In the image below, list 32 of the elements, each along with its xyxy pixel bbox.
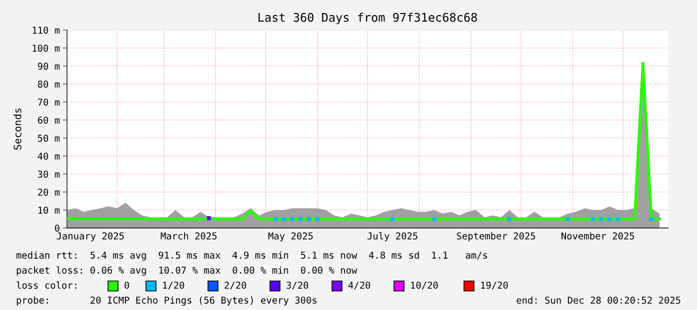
- legend-title: loss color:: [16, 281, 76, 289]
- y-tick-label: 10 m: [38, 206, 60, 214]
- y-tick-label: 0: [54, 224, 60, 232]
- y-axis-title: Seconds: [13, 108, 22, 150]
- text: median rtt: 5.4 ms avg 91.5 ms max 4.9 ms min 5.1 ms now 4.8 ms sd 1.1 am/s: [16, 251, 488, 261]
- legend-label: 4/20: [348, 282, 370, 290]
- legend-label: 19/20: [481, 282, 508, 290]
- y-tick-label: 30 m: [38, 170, 60, 178]
- y-tick-label: 110 m: [32, 26, 60, 34]
- y-tick-label: 50 m: [38, 134, 60, 142]
- text: packet loss: 0.06 % avg 10.07 % max 0.00 % min 0.00 % now: [16, 266, 358, 276]
- text: end: Sun Dec 28 00:20:52 2025: [516, 296, 680, 304]
- y-tick-label: 90 m: [38, 62, 60, 70]
- text: probe: 20 ICMP Echo Pings (56 Bytes) every 300s: [16, 296, 316, 306]
- x-tick-label: November 2025: [562, 232, 634, 240]
- x-tick-label: September 2025: [456, 232, 536, 242]
- y-tick-label: 60 m: [38, 116, 60, 124]
- x-tick-label: July 2025: [367, 232, 418, 242]
- x-tick-label: May 2025: [268, 232, 313, 242]
- x-tick-label: January 2025: [56, 232, 124, 242]
- y-tick-label: 40 m: [38, 152, 60, 160]
- legend-label: 10/20: [411, 282, 438, 290]
- y-tick-label: 20 m: [38, 188, 60, 196]
- legend-label: 1/20: [163, 282, 184, 290]
- x-tick-label: March 2025: [160, 232, 217, 240]
- legend-label: 0: [124, 282, 130, 289]
- chart-title: Last 360 Days from 97f31ec68c68: [258, 12, 477, 24]
- legend-label: 2/20: [224, 282, 246, 290]
- y-tick-label: 80 m: [38, 80, 60, 88]
- y-tick-label: 70 m: [38, 98, 60, 106]
- legend-label: 3/20: [286, 282, 308, 290]
- y-tick-label: 100 m: [32, 44, 60, 52]
